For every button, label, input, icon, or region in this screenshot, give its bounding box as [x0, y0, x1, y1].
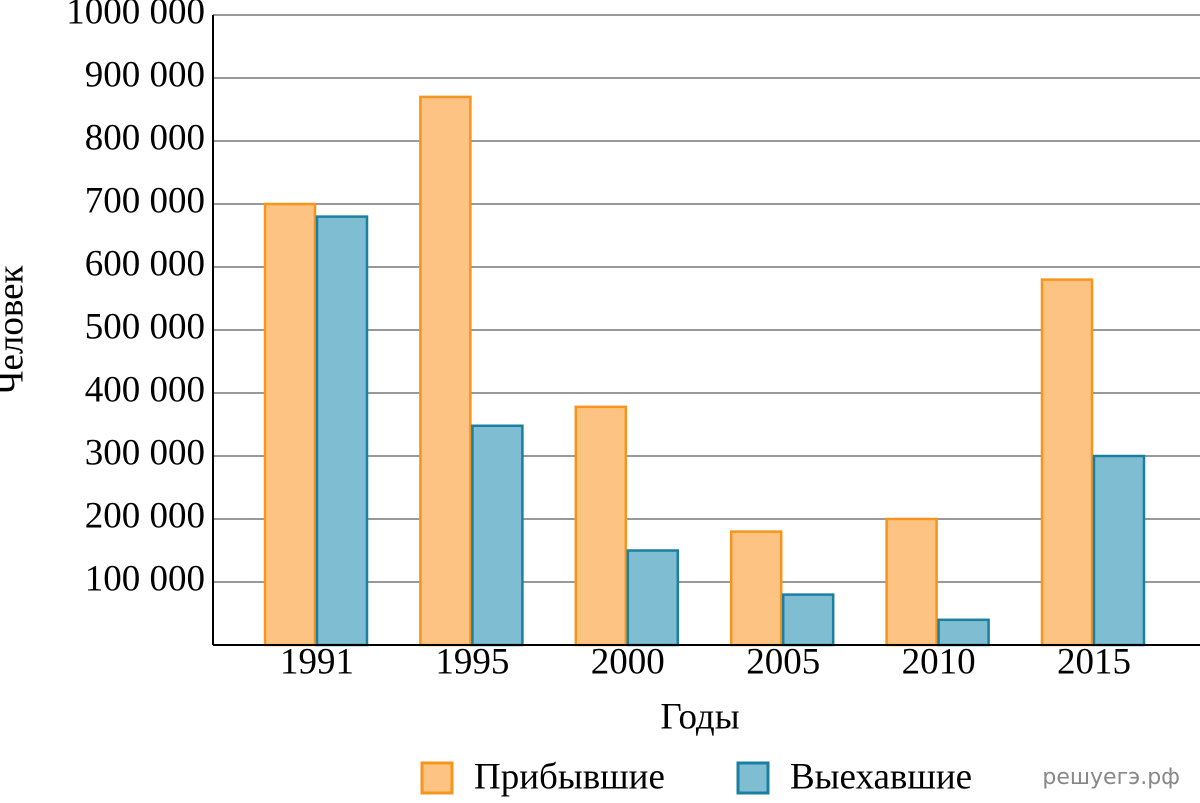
y-tick-label: 900 000 [85, 54, 205, 95]
bar [885, 517, 938, 647]
y-tick-label: 200 000 [85, 495, 205, 536]
y-tick-label: 1000 000 [66, 0, 205, 32]
x-tick-label: 2015 [1057, 641, 1131, 682]
bar [781, 593, 835, 647]
x-axis-label: Годы [660, 696, 739, 737]
x-tick-label: 2005 [746, 641, 820, 682]
x-tick-label: 2010 [902, 641, 976, 682]
legend-swatch [420, 761, 454, 795]
y-tick-label: 400 000 [85, 369, 205, 410]
bar [937, 618, 990, 647]
legend-swatch [736, 761, 770, 795]
x-tick-label: 1991 [280, 641, 354, 682]
y-tick-label: 100 000 [85, 558, 205, 599]
bar [315, 215, 369, 647]
y-tick-label: 800 000 [85, 117, 205, 158]
y-tick-label: 300 000 [85, 432, 205, 473]
watermark: решуегэ.рф [1042, 765, 1180, 790]
bar [574, 405, 628, 647]
y-tick-label: 700 000 [85, 180, 205, 221]
x-tick-label: 1995 [435, 641, 509, 682]
bar [729, 530, 783, 647]
bar [471, 424, 524, 647]
bar [626, 549, 680, 647]
legend-label: Выехавшие [790, 756, 972, 797]
bar [1040, 278, 1094, 647]
bar [263, 202, 317, 647]
y-tick-label: 500 000 [85, 306, 205, 347]
y-tick-label: 600 000 [85, 243, 205, 284]
y-axis-label: Человек [0, 264, 31, 394]
legend-label: Прибывшие [474, 756, 665, 797]
x-tick-label: 2000 [591, 641, 665, 682]
bar [1092, 454, 1146, 647]
bar [419, 95, 472, 647]
